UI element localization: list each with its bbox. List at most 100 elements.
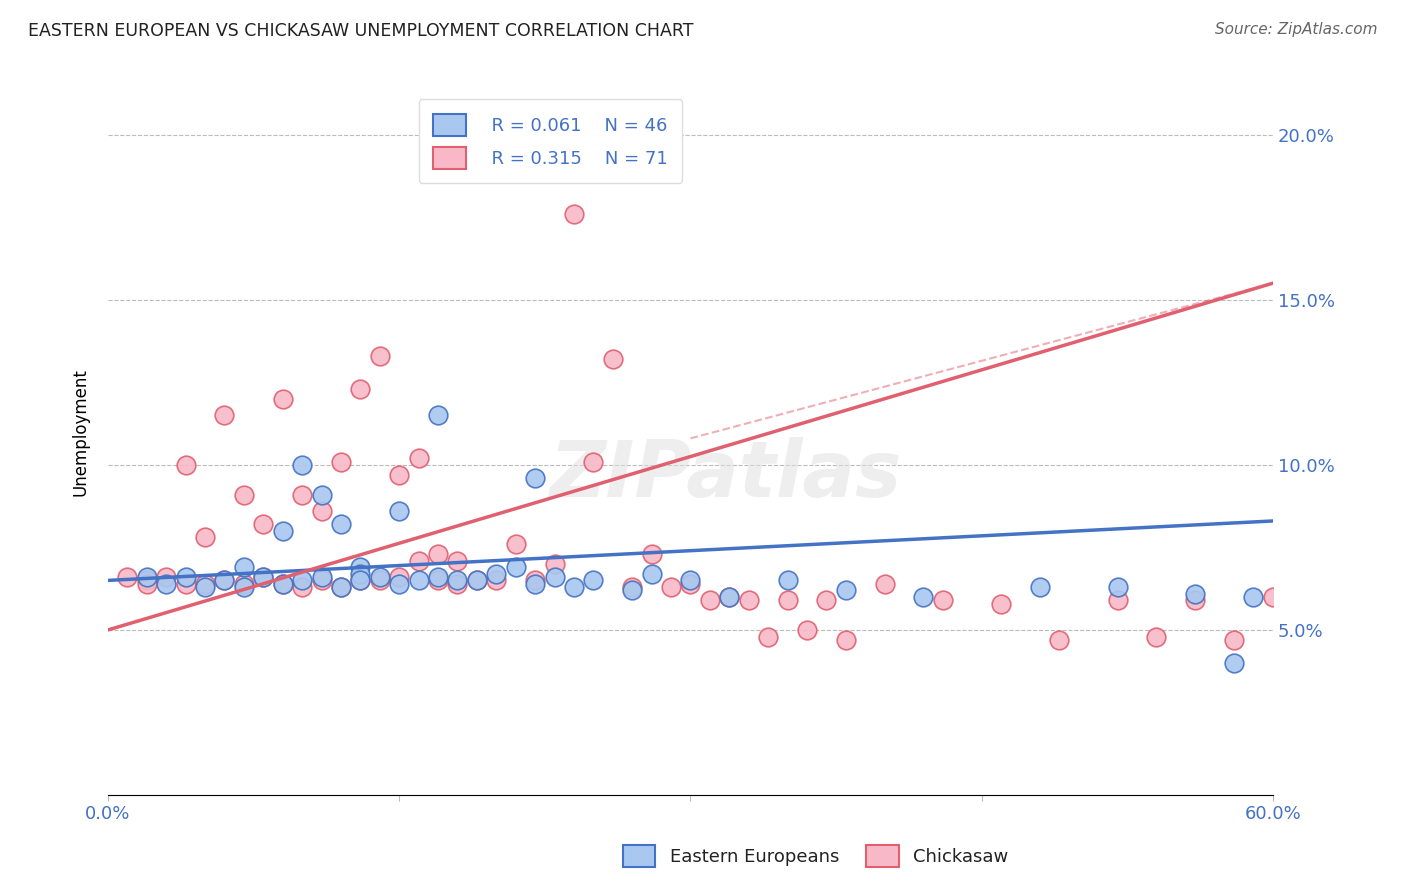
Point <box>1378 632 1400 647</box>
Point <box>174 570 197 584</box>
Point <box>388 467 411 482</box>
Point <box>271 576 294 591</box>
Point <box>1029 580 1052 594</box>
Point <box>330 517 353 532</box>
Point <box>699 593 721 607</box>
Point <box>621 580 644 594</box>
Point <box>291 574 314 588</box>
Point <box>912 590 935 604</box>
Point <box>679 574 702 588</box>
Point <box>232 560 254 574</box>
Point <box>1261 590 1284 604</box>
Point <box>368 570 391 584</box>
Point <box>194 580 217 594</box>
Point <box>659 580 682 594</box>
Point <box>543 557 565 571</box>
Point <box>776 593 799 607</box>
Point <box>756 630 779 644</box>
Point <box>252 570 274 584</box>
Text: ZIPatlas: ZIPatlas <box>550 437 901 514</box>
Point <box>408 451 430 466</box>
Point <box>582 454 605 468</box>
Point <box>427 574 450 588</box>
Point <box>311 574 333 588</box>
Point <box>271 392 294 406</box>
Point <box>135 576 157 591</box>
Point <box>640 547 662 561</box>
Point <box>330 580 353 594</box>
Point <box>291 487 314 501</box>
Point <box>524 576 547 591</box>
Point <box>174 458 197 472</box>
Point <box>485 574 508 588</box>
Point <box>718 590 741 604</box>
Point <box>505 537 527 551</box>
Point <box>232 580 254 594</box>
Point <box>796 623 818 637</box>
Point <box>1184 586 1206 600</box>
Point <box>117 570 139 584</box>
Point <box>446 553 468 567</box>
Point <box>1047 632 1070 647</box>
Point <box>311 504 333 518</box>
Point <box>1184 593 1206 607</box>
Point <box>194 531 217 545</box>
Point <box>465 574 488 588</box>
Point <box>368 349 391 363</box>
Point <box>408 553 430 567</box>
Point <box>232 576 254 591</box>
Point <box>349 574 371 588</box>
Point <box>388 504 411 518</box>
Point <box>155 576 177 591</box>
Point <box>291 458 314 472</box>
Point <box>873 576 896 591</box>
Point <box>271 524 294 538</box>
Point <box>1107 580 1129 594</box>
Point <box>232 487 254 501</box>
Point <box>252 570 274 584</box>
Point <box>174 576 197 591</box>
Point <box>524 471 547 485</box>
Point <box>835 583 858 598</box>
Point <box>602 352 624 367</box>
Point <box>932 593 955 607</box>
Point <box>408 574 430 588</box>
Point <box>291 580 314 594</box>
Point <box>349 574 371 588</box>
Point <box>465 574 488 588</box>
Point <box>543 570 565 584</box>
Point <box>446 576 468 591</box>
Point <box>446 574 468 588</box>
Point <box>1144 630 1167 644</box>
Point <box>582 574 605 588</box>
Point <box>388 576 411 591</box>
Point <box>815 593 838 607</box>
Point <box>1340 593 1362 607</box>
Point <box>679 576 702 591</box>
Point <box>214 409 236 423</box>
Point <box>135 570 157 584</box>
Point <box>776 574 799 588</box>
Point <box>427 409 450 423</box>
Point <box>1301 630 1323 644</box>
Text: EASTERN EUROPEAN VS CHICKASAW UNEMPLOYMENT CORRELATION CHART: EASTERN EUROPEAN VS CHICKASAW UNEMPLOYME… <box>28 22 693 40</box>
Point <box>349 560 371 574</box>
Point <box>1107 593 1129 607</box>
Point <box>135 574 157 588</box>
Point <box>640 566 662 581</box>
Point <box>214 574 236 588</box>
Point <box>271 576 294 591</box>
Point <box>718 590 741 604</box>
Point <box>311 487 333 501</box>
Point <box>485 566 508 581</box>
Point <box>835 632 858 647</box>
Point <box>737 593 759 607</box>
Point <box>252 517 274 532</box>
Point <box>562 580 585 594</box>
Point <box>505 560 527 574</box>
Point <box>330 580 353 594</box>
Point <box>524 574 547 588</box>
Point <box>349 566 371 581</box>
Point <box>562 207 585 221</box>
Point <box>155 570 177 584</box>
